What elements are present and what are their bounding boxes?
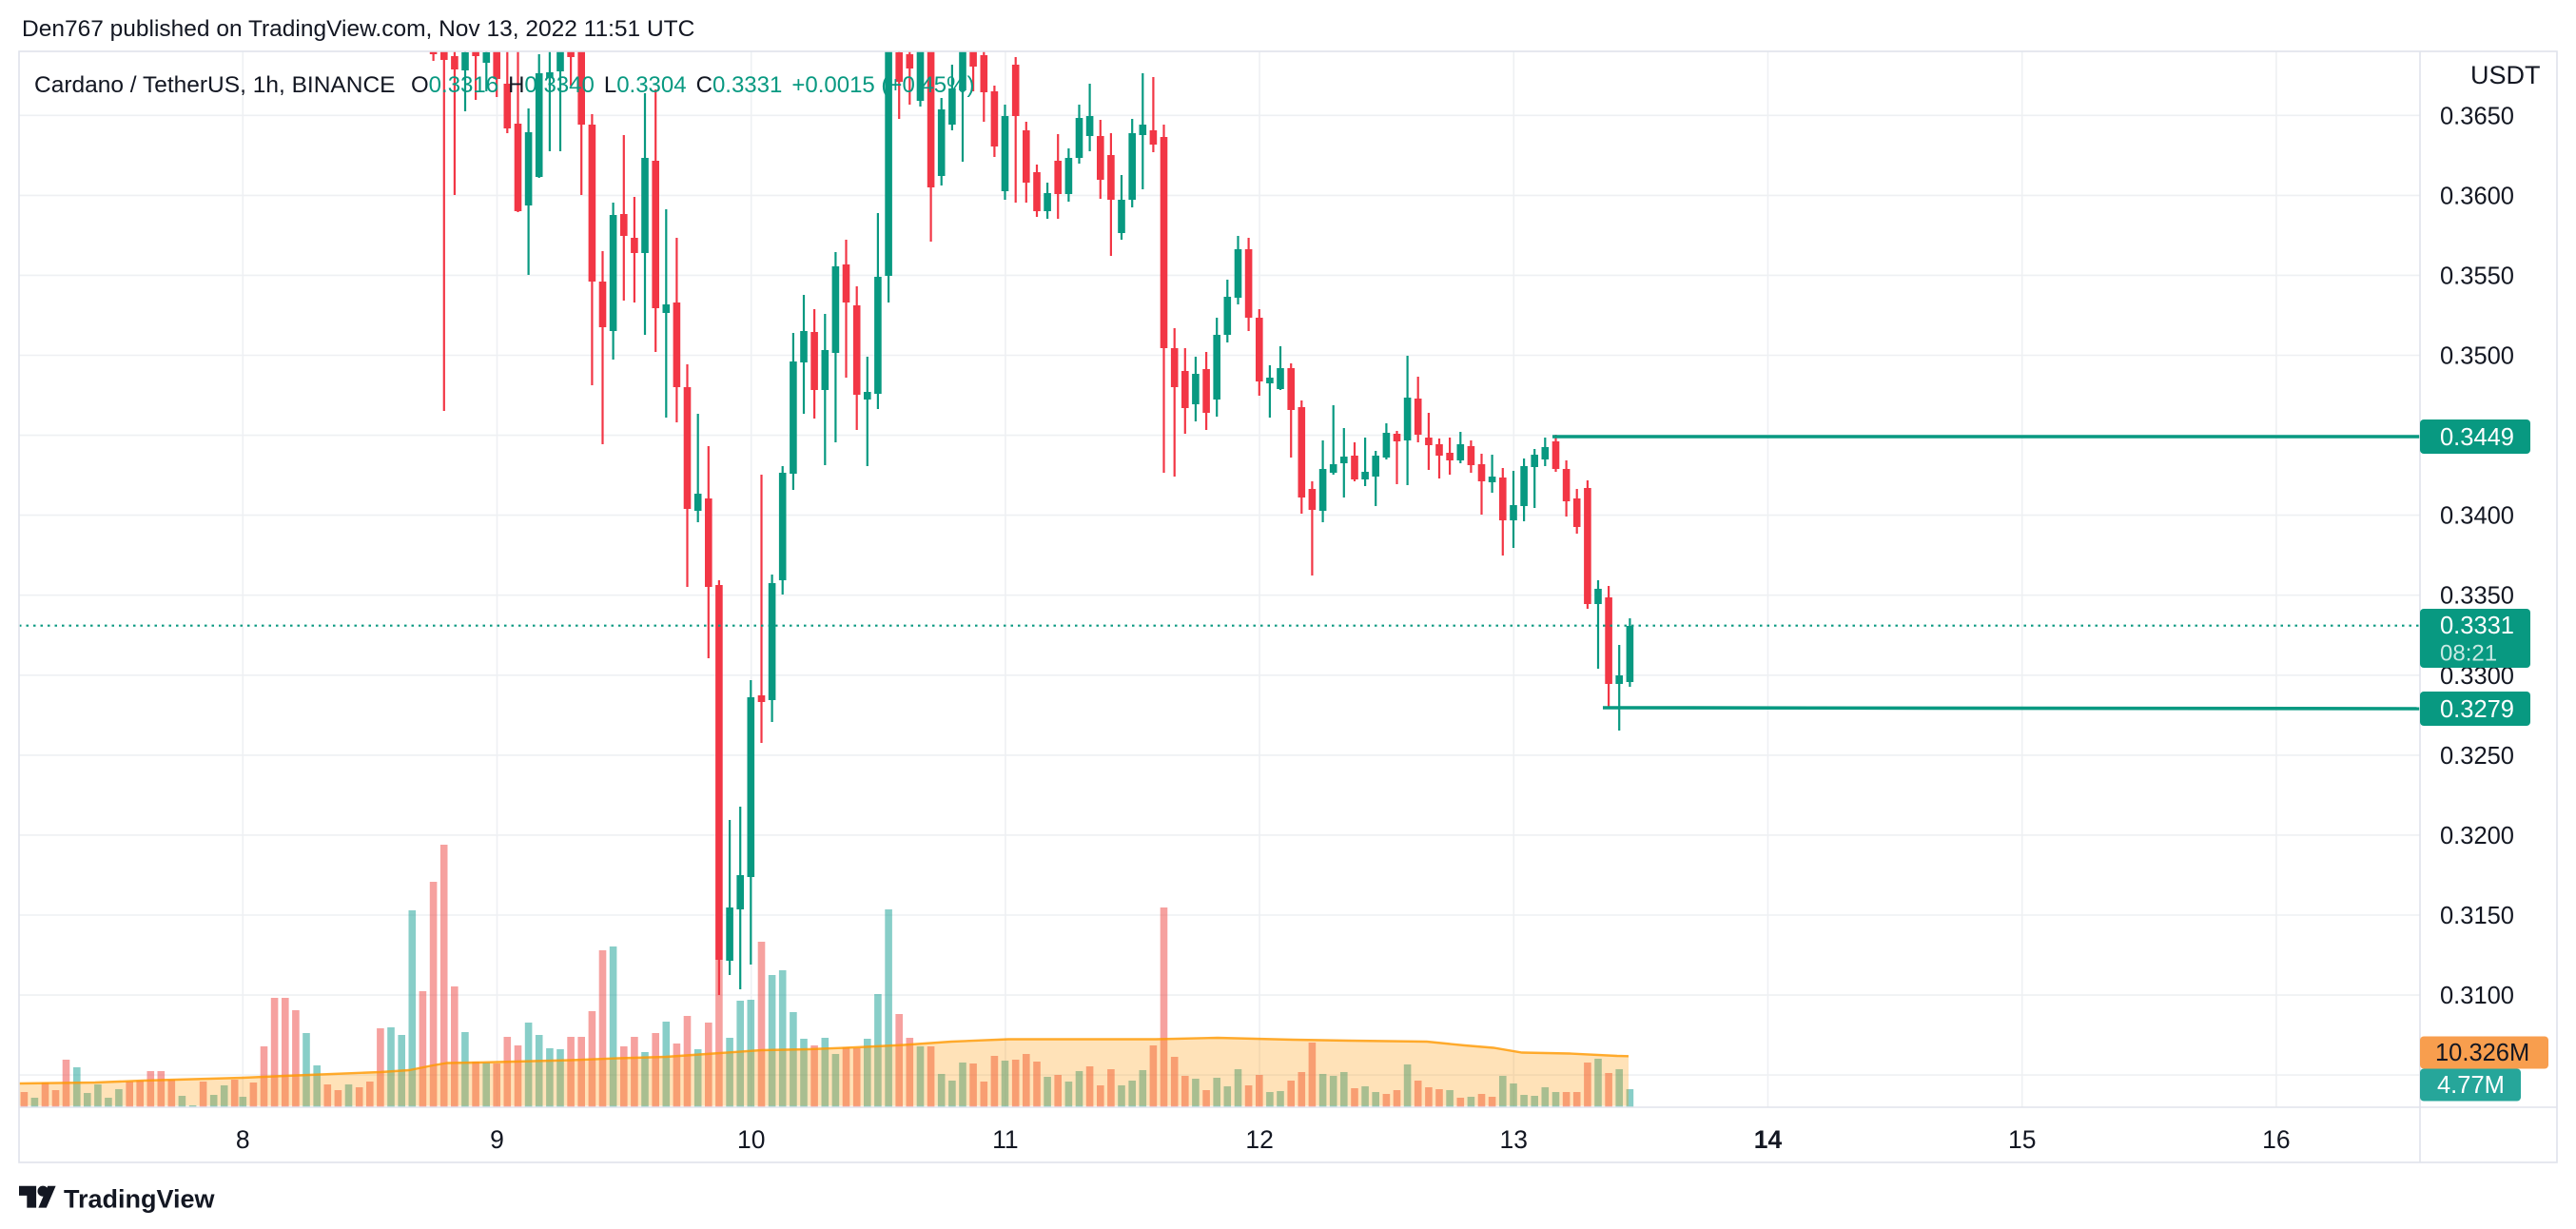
- svg-text:15: 15: [2008, 1125, 2036, 1154]
- svg-text:16: 16: [2262, 1125, 2290, 1154]
- svg-text:0.3279: 0.3279: [2440, 696, 2514, 723]
- svg-text:TradingView: TradingView: [64, 1185, 216, 1214]
- svg-text:10.326M: 10.326M: [2435, 1040, 2529, 1066]
- svg-text:0.3200: 0.3200: [2440, 823, 2514, 849]
- svg-text:0.3150: 0.3150: [2440, 903, 2514, 929]
- svg-text:Den767 published on TradingVie: Den767 published on TradingView.com, Nov…: [22, 16, 694, 42]
- svg-text:4.77M: 4.77M: [2437, 1072, 2505, 1099]
- svg-text:8: 8: [236, 1125, 250, 1154]
- svg-text:0.3100: 0.3100: [2440, 983, 2514, 1009]
- svg-text:13: 13: [1500, 1125, 1528, 1154]
- svg-text:0.3600: 0.3600: [2440, 183, 2514, 209]
- svg-text:USDT: USDT: [2470, 61, 2541, 89]
- svg-text:08:21: 08:21: [2440, 641, 2497, 667]
- svg-text:9: 9: [490, 1125, 504, 1154]
- svg-text:0.3500: 0.3500: [2440, 343, 2514, 370]
- svg-text:11: 11: [992, 1125, 1019, 1154]
- svg-text:10: 10: [737, 1125, 765, 1154]
- svg-text:0.3400: 0.3400: [2440, 503, 2514, 530]
- svg-text:0.3449: 0.3449: [2440, 424, 2514, 451]
- svg-text:Cardano / TetherUS, 1h, BINANC: Cardano / TetherUS, 1h, BINANCE: [34, 72, 395, 98]
- svg-text:14: 14: [1754, 1125, 1783, 1154]
- svg-text:12: 12: [1245, 1125, 1273, 1154]
- svg-text:0.3331: 0.3331: [2440, 613, 2514, 639]
- svg-text:0.3550: 0.3550: [2440, 263, 2514, 289]
- svg-text:0.3350: 0.3350: [2440, 583, 2514, 610]
- svg-text:0.3250: 0.3250: [2440, 743, 2514, 770]
- svg-text:0.3650: 0.3650: [2440, 103, 2514, 129]
